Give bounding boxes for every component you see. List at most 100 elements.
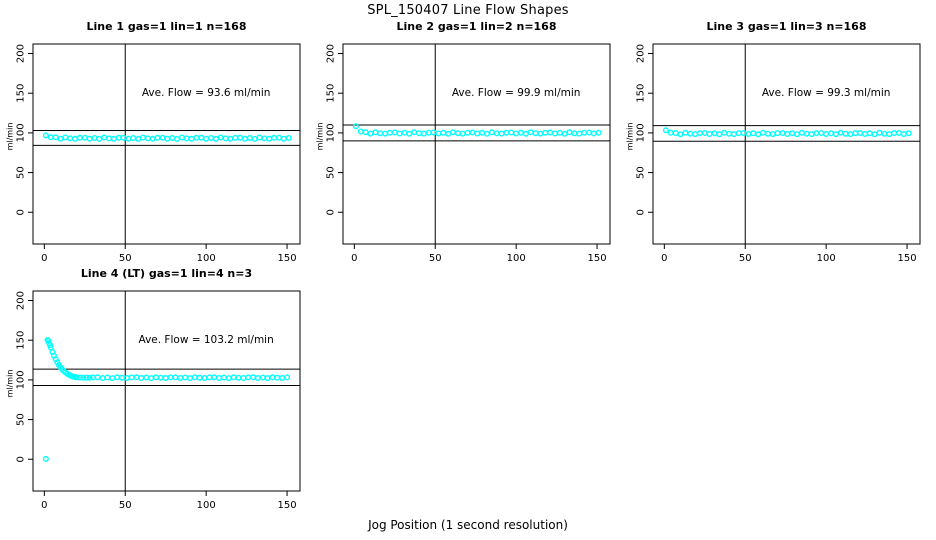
data-point bbox=[517, 129, 524, 136]
data-point bbox=[72, 135, 79, 142]
data-point bbox=[435, 130, 442, 137]
axis-ticks: 0 50 100 150 200 0 50 100 150 bbox=[16, 44, 297, 264]
data-point bbox=[459, 130, 466, 137]
data-point bbox=[706, 130, 713, 137]
data-point bbox=[667, 129, 674, 136]
data-point bbox=[230, 374, 237, 381]
data-point bbox=[193, 134, 200, 141]
data-point bbox=[266, 135, 273, 142]
data-point bbox=[256, 134, 263, 141]
data-point bbox=[793, 131, 800, 138]
data-point bbox=[211, 374, 218, 381]
data-point bbox=[576, 130, 583, 137]
data-point bbox=[730, 131, 737, 138]
data-point bbox=[173, 135, 180, 142]
data-point bbox=[735, 130, 742, 137]
data-point bbox=[551, 130, 558, 137]
data-point bbox=[590, 130, 597, 137]
data-point bbox=[454, 130, 461, 137]
x-tick-label: 150 bbox=[898, 253, 917, 264]
data-point bbox=[430, 129, 437, 136]
data-point bbox=[440, 129, 447, 136]
data-point bbox=[896, 129, 903, 136]
data-point bbox=[677, 131, 684, 138]
data-point bbox=[276, 134, 283, 141]
plot-area: 0 50 100 150 200 0 50 100 150 bbox=[16, 290, 301, 511]
data-point bbox=[109, 375, 116, 382]
data-point bbox=[842, 130, 849, 137]
data-point bbox=[106, 135, 113, 142]
data-point bbox=[542, 129, 549, 136]
data-point bbox=[503, 129, 510, 136]
data-point bbox=[261, 135, 268, 142]
data-point bbox=[900, 130, 907, 137]
data-point bbox=[222, 135, 229, 142]
x-tick-label: 100 bbox=[197, 500, 216, 511]
data-point bbox=[571, 130, 578, 137]
data-point bbox=[827, 130, 834, 137]
data-point bbox=[774, 130, 781, 137]
data-point bbox=[114, 374, 121, 381]
data-point bbox=[138, 374, 145, 381]
data-point bbox=[789, 130, 796, 137]
data-point bbox=[264, 375, 271, 382]
data-point bbox=[169, 134, 176, 141]
data-point bbox=[357, 128, 364, 135]
data-point bbox=[148, 375, 155, 382]
data-point bbox=[271, 134, 278, 141]
data-point bbox=[595, 129, 602, 136]
data-point bbox=[401, 129, 408, 136]
data-point bbox=[196, 374, 203, 381]
data-point bbox=[96, 135, 103, 142]
data-point bbox=[449, 129, 456, 136]
y-tick-label: 150 bbox=[16, 84, 27, 103]
y-tick-label: 150 bbox=[636, 84, 647, 103]
subplot-line-4: Line 4 (LT) gas=1 lin=4 n=3 ml/min 0 50 10… bbox=[0, 267, 310, 519]
data-point bbox=[871, 131, 878, 138]
reference-lines bbox=[33, 291, 300, 491]
data-point bbox=[241, 135, 248, 142]
y-tick-label: 200 bbox=[16, 291, 27, 310]
data-point bbox=[139, 134, 146, 141]
data-point bbox=[784, 130, 791, 137]
data-point bbox=[188, 135, 195, 142]
data-point bbox=[823, 130, 830, 137]
data-point bbox=[274, 374, 281, 381]
data-point bbox=[285, 134, 292, 141]
subplot-line-1: Line 1 gas=1 lin=1 n=168 ml/min 0 50 100 15… bbox=[0, 20, 310, 272]
data-point bbox=[711, 130, 718, 137]
data-point bbox=[123, 374, 130, 381]
data-point bbox=[164, 135, 171, 142]
data-point bbox=[76, 374, 83, 381]
data-point bbox=[425, 129, 432, 136]
data-point bbox=[818, 129, 825, 136]
data-point bbox=[445, 130, 452, 137]
data-point bbox=[86, 135, 93, 142]
data-series bbox=[42, 132, 292, 142]
data-point bbox=[701, 129, 708, 136]
data-point bbox=[232, 134, 239, 141]
axis-ticks: 0 50 100 150 200 0 50 100 150 bbox=[636, 44, 917, 264]
x-tick-label: 0 bbox=[661, 253, 667, 264]
data-point bbox=[464, 129, 471, 136]
data-point bbox=[279, 374, 286, 381]
data-point bbox=[876, 129, 883, 136]
data-point bbox=[483, 130, 490, 137]
y-tick-label: 150 bbox=[16, 331, 27, 350]
data-point bbox=[201, 374, 208, 381]
plot-border bbox=[32, 290, 301, 492]
data-point bbox=[237, 134, 244, 141]
data-point bbox=[891, 130, 898, 137]
reference-lines bbox=[33, 44, 300, 244]
reference-lines bbox=[653, 44, 920, 244]
data-point bbox=[726, 130, 733, 137]
data-point bbox=[225, 375, 232, 382]
data-point bbox=[135, 135, 142, 142]
data-point bbox=[808, 131, 815, 138]
x-tick-label: 0 bbox=[41, 253, 47, 264]
data-point bbox=[128, 374, 135, 381]
y-tick-label: 200 bbox=[16, 44, 27, 63]
data-point bbox=[172, 374, 179, 381]
data-point bbox=[177, 374, 184, 381]
data-point bbox=[67, 135, 74, 142]
